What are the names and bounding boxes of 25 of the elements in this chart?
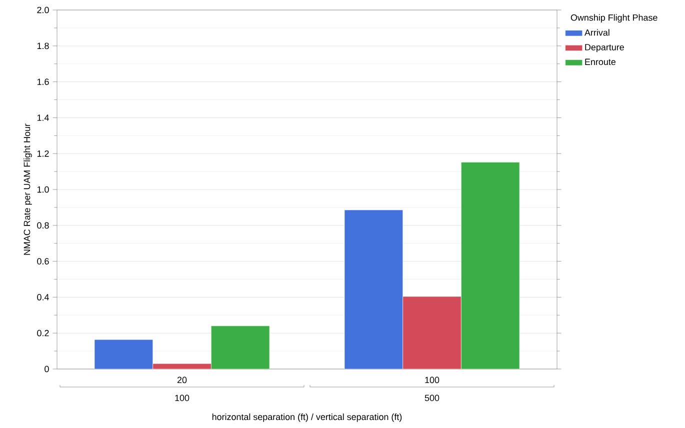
y-tick-label: 0.4 [37,294,49,300]
bar [344,210,403,369]
legend-title: Ownship Flight Phase [570,14,658,23]
y-tick-label: 1.4 [37,114,49,121]
bar [402,296,462,369]
y-tick-label: 1.2 [37,150,49,157]
x-axis-title: horizontal separation (ft) / vertical separation (ft) [212,414,402,422]
legend-label: Departure [585,44,624,52]
text: 100 [175,394,190,402]
y-tick-label: 0 [44,366,49,372]
legend-label: Arrival [584,29,610,36]
y-tick-label: 0.2 [37,330,49,336]
text: 500 [424,394,440,402]
y-tick-label: 2.0 [37,6,49,14]
bar [211,326,270,369]
bar [461,162,520,369]
x-tick-label: 20 [177,376,187,384]
y-tick-label: 0.6 [37,258,49,264]
y-tick-label: 1.0 [37,186,49,193]
bar [94,339,153,369]
y-tick-label: 0.8 [37,222,49,229]
y-tick-label: 1.8 [37,42,49,50]
legend-label: Enroute [585,58,616,66]
y-tick-label: 1.6 [37,78,49,85]
y-axis-title: NMAC Rate per UAM Flight Hour [24,124,32,255]
